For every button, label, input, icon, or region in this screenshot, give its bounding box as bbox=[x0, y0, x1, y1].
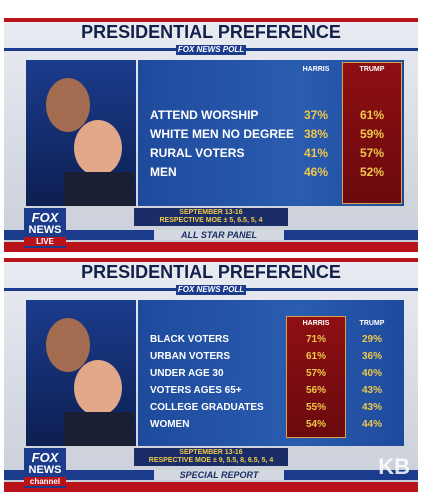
logo-text: LIVE bbox=[24, 237, 66, 246]
value: 44% bbox=[361, 419, 382, 430]
value: 55% bbox=[305, 402, 326, 413]
value: 38% bbox=[303, 127, 329, 141]
row-label: UNDER AGE 30 bbox=[150, 368, 224, 379]
watermark: KB bbox=[378, 454, 410, 479]
value: 46% bbox=[303, 165, 329, 179]
suit bbox=[64, 172, 134, 206]
value: 43% bbox=[361, 402, 382, 413]
value: 37% bbox=[303, 108, 329, 122]
network-logo: FOX NEWS LIVE bbox=[24, 208, 66, 248]
face bbox=[46, 318, 90, 372]
graphic-panel: PRESIDENTIAL PREFERENCE FOX NEWS POLL HARR… bbox=[4, 18, 418, 252]
results-table: HARRIS TRUMP ATTEND WORSHIP 37% 61% WHITE MEN… bbox=[138, 60, 404, 206]
graphic-panel: PRESIDENTIAL PREFERENCE FOX NEWS POLL HARR… bbox=[4, 258, 418, 492]
value: 40% bbox=[361, 368, 382, 379]
footnote-bg bbox=[134, 448, 288, 466]
candidate-photo bbox=[26, 300, 136, 446]
face bbox=[74, 120, 122, 176]
suit bbox=[64, 412, 134, 446]
logo-text: NEWS bbox=[28, 224, 62, 236]
row-label: ATTEND WORSHIP bbox=[150, 108, 259, 122]
value: 61% bbox=[305, 351, 326, 362]
value: 59% bbox=[359, 127, 385, 141]
banner-text: SPECIAL REPORT bbox=[154, 470, 284, 480]
row-label: COLLEGE GRADUATES bbox=[150, 402, 264, 413]
face bbox=[74, 360, 122, 416]
poll-badge: FOX NEWS POLL bbox=[176, 45, 246, 55]
logo-text: FOX bbox=[31, 210, 59, 225]
logo-text: NEWS bbox=[28, 464, 62, 476]
row-label: VOTERS AGES 65+ bbox=[150, 385, 242, 396]
footnote-bg bbox=[134, 208, 288, 226]
stripe bbox=[4, 258, 418, 262]
row-label: WOMEN bbox=[150, 419, 190, 430]
highlight-column bbox=[342, 62, 402, 204]
logo-text: FOX bbox=[31, 450, 59, 465]
poll-badge: FOX NEWS POLL bbox=[176, 285, 246, 295]
value: 57% bbox=[359, 146, 385, 160]
value: 36% bbox=[361, 351, 382, 362]
row-label: BLACK VOTERS bbox=[150, 334, 229, 345]
value: 29% bbox=[361, 334, 382, 345]
stripe bbox=[4, 18, 418, 22]
logo-text: channel bbox=[24, 477, 66, 486]
red-bar bbox=[4, 482, 418, 492]
value: 52% bbox=[359, 165, 385, 179]
banner-text: ALL STAR PANEL bbox=[154, 230, 284, 240]
row-label: WHITE MEN NO DEGREE bbox=[150, 127, 295, 141]
value: 43% bbox=[361, 385, 382, 396]
panel-title: PRESIDENTIAL PREFERENCE bbox=[81, 262, 341, 282]
column-header: HARRIS bbox=[302, 320, 330, 327]
column-header: TRUMP bbox=[359, 66, 385, 73]
highlight-column bbox=[286, 316, 346, 438]
results-table: HARRIS TRUMP BLACK VOTERS 71% 29% URBAN VOTER… bbox=[138, 300, 404, 446]
row-label: URBAN VOTERS bbox=[150, 351, 231, 362]
value: 61% bbox=[359, 108, 385, 122]
red-bar bbox=[4, 242, 418, 252]
value: 71% bbox=[305, 334, 326, 345]
value: 54% bbox=[305, 419, 326, 430]
network-logo: FOX NEWS channel bbox=[24, 448, 66, 488]
row-label: RURAL VOTERS bbox=[150, 146, 245, 160]
panel-title: PRESIDENTIAL PREFERENCE bbox=[81, 22, 341, 42]
value: 56% bbox=[305, 385, 326, 396]
face bbox=[46, 78, 90, 132]
value: 41% bbox=[303, 146, 329, 160]
footnote: SEPTEMBER 13-16 bbox=[179, 209, 243, 216]
footnote: RESPECTIVE MOE ± 5, 6.5, 5, 4 bbox=[159, 217, 263, 224]
candidate-photo bbox=[26, 60, 136, 206]
value: 57% bbox=[305, 368, 326, 379]
column-header: TRUMP bbox=[359, 320, 385, 327]
footnote: RESPECTIVE MOE ± 9, 5.5, 8, 6.5, 5, 4 bbox=[148, 457, 274, 464]
footnote: SEPTEMBER 13-16 bbox=[179, 449, 243, 456]
row-label: MEN bbox=[150, 165, 177, 179]
column-header: HARRIS bbox=[302, 66, 330, 73]
